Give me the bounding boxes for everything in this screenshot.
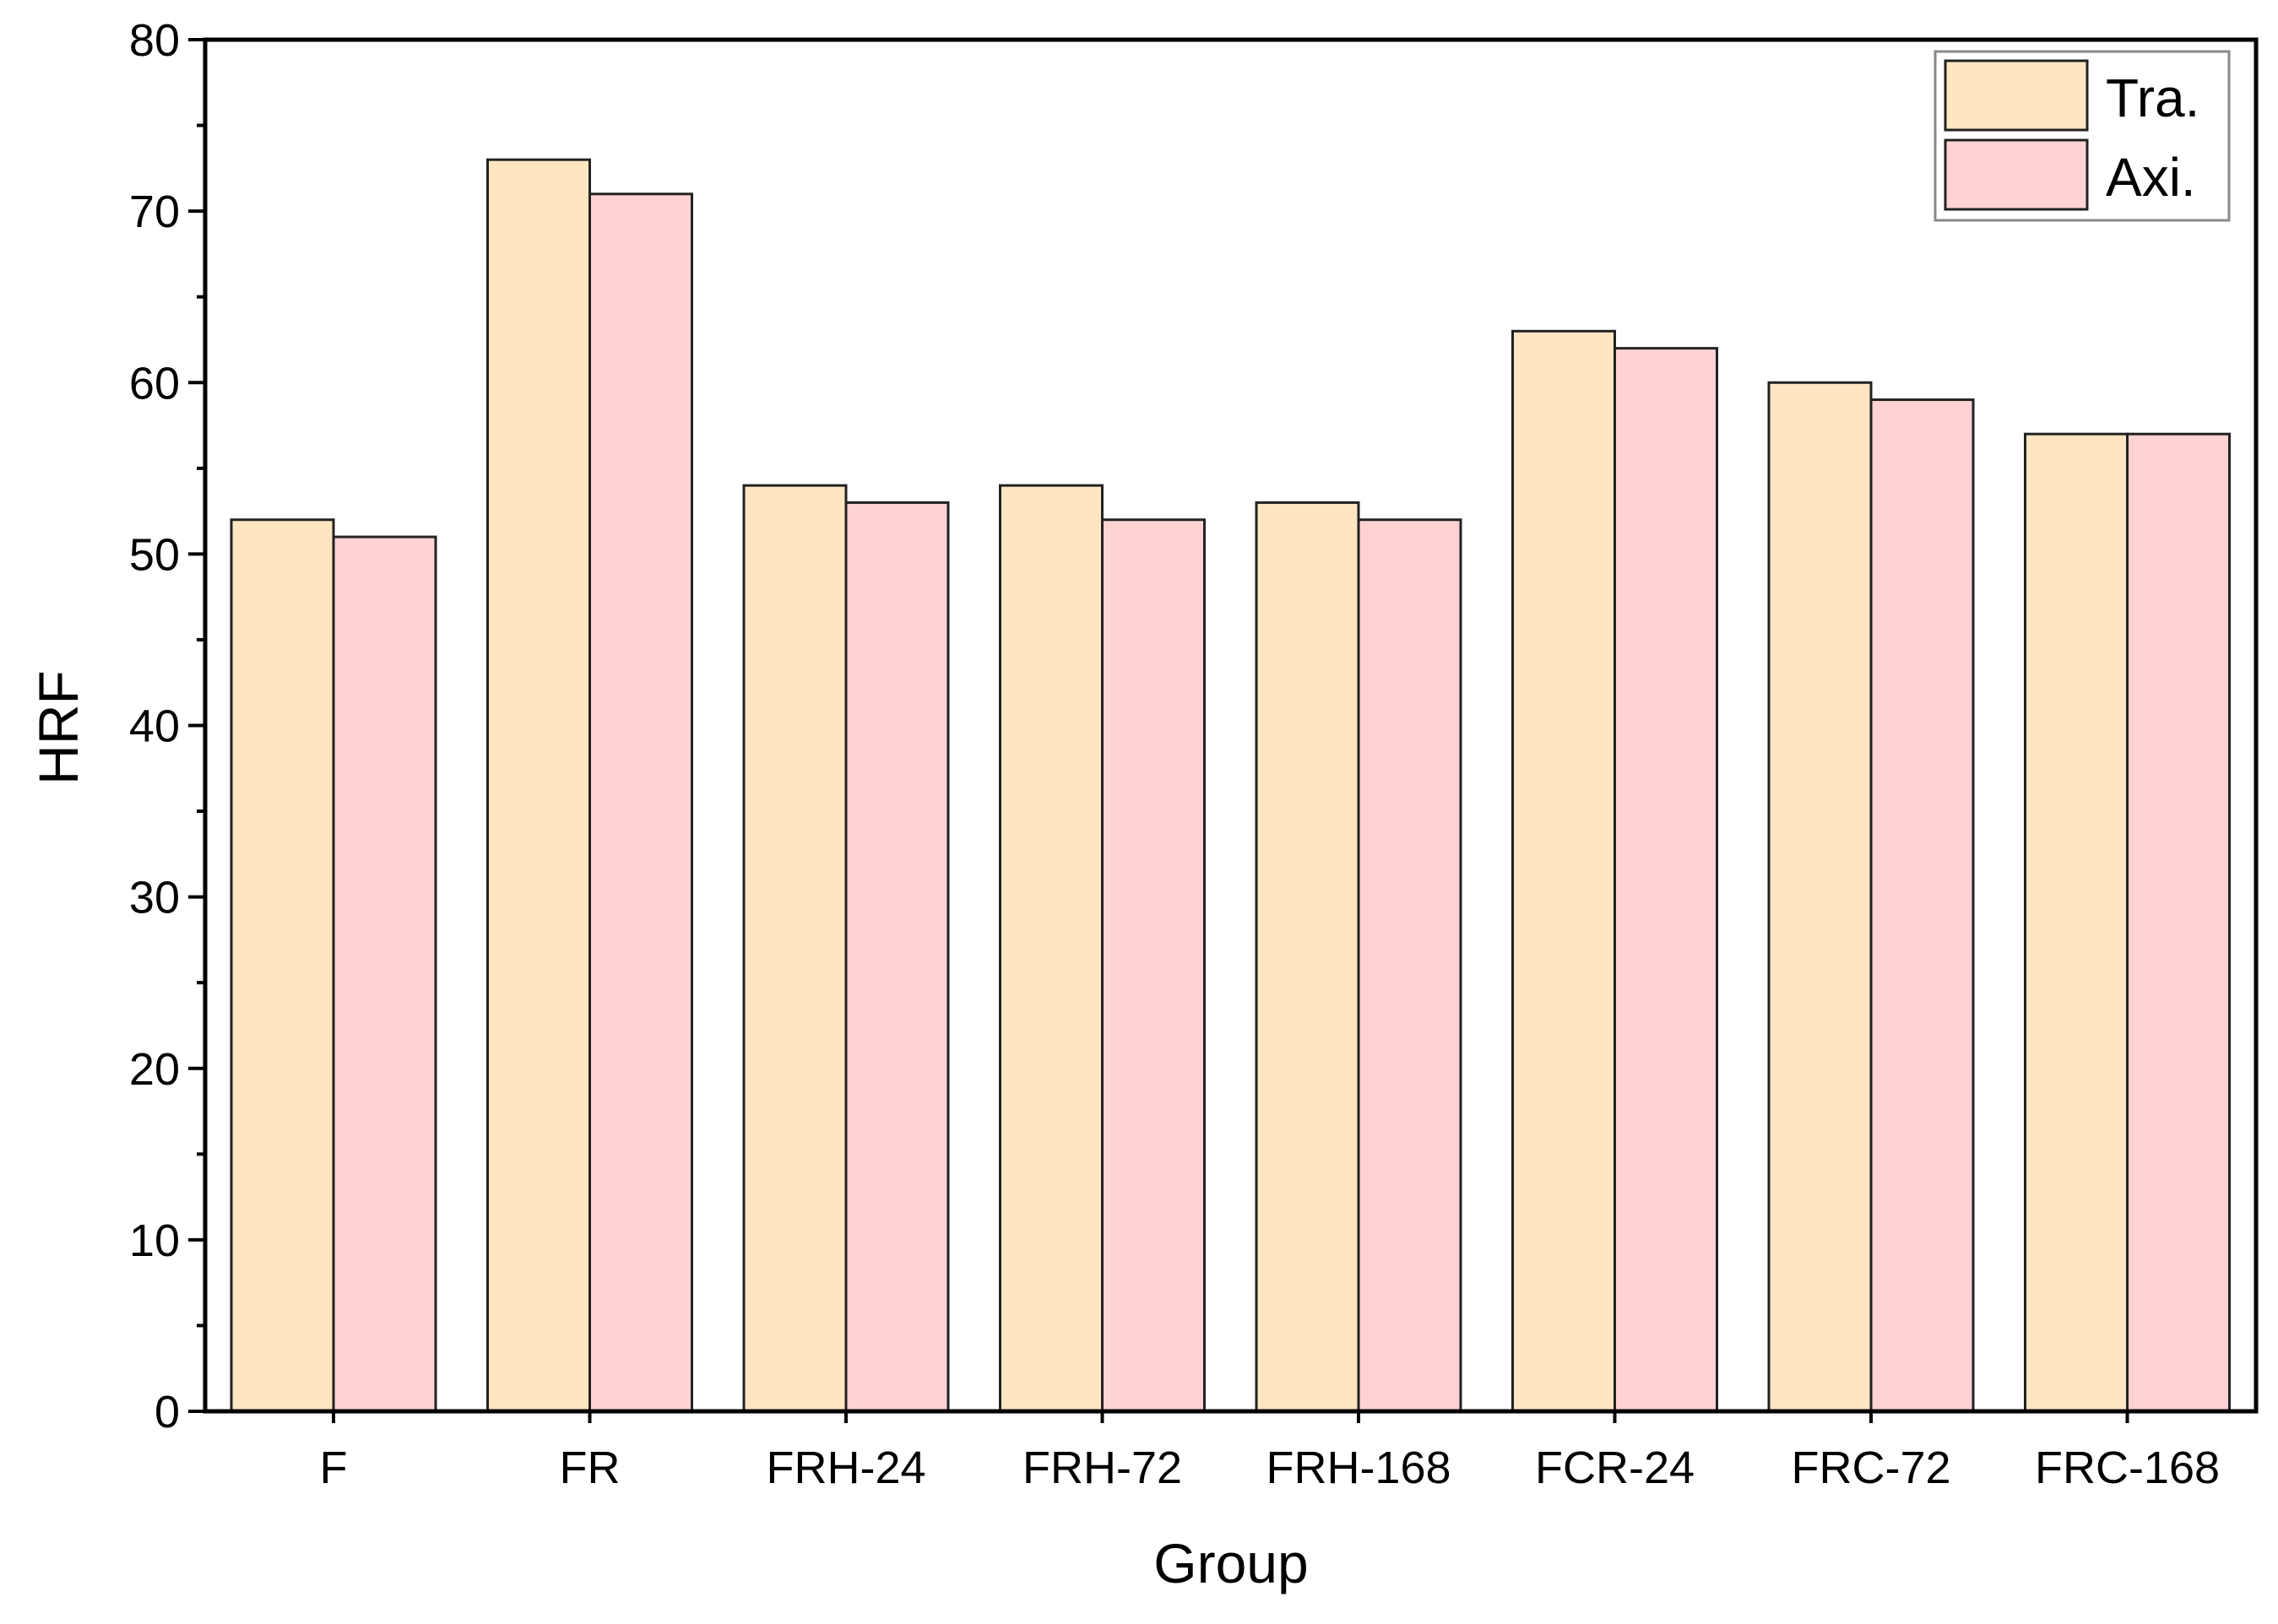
- y-tick-label: 70: [129, 187, 180, 237]
- bar-tra-frh-72: [999, 484, 1104, 1413]
- x-tick-label: FRC-168: [2035, 1443, 2220, 1493]
- y-tick-label: 40: [129, 701, 180, 752]
- bar-axi-fr: [588, 192, 693, 1413]
- y-tick-label: 30: [129, 873, 180, 923]
- legend-label-tra: Tra.: [2106, 68, 2199, 128]
- bar-tra-frh-168: [1255, 501, 1360, 1413]
- bar-tra-frc-168: [2024, 432, 2129, 1413]
- x-tick-label: FRH-24: [766, 1443, 925, 1493]
- bar-tra-frc-72: [1767, 381, 1873, 1413]
- bar-axi-f: [332, 535, 437, 1413]
- bar-tra-frh-24: [742, 484, 848, 1413]
- y-axis-label: HRF: [27, 670, 89, 785]
- legend-label-axi: Axi.: [2106, 147, 2196, 208]
- x-tick-label: FR: [560, 1443, 621, 1493]
- x-tick-label: FRH-168: [1266, 1443, 1451, 1493]
- bar-axi-frc-72: [1869, 398, 1975, 1413]
- axes-layer: F FR FRH-24 FRH-72 FRH-168 FCR-24 FRC-72 FRC-16…: [129, 15, 2259, 1493]
- bar-axi-fcr-24: [1614, 347, 1718, 1413]
- x-tick-label: F: [320, 1443, 348, 1493]
- y-tick-label: 10: [129, 1215, 180, 1266]
- x-tick-label: FRH-72: [1022, 1443, 1182, 1493]
- bar-tra-fr: [486, 158, 591, 1413]
- bar-axi-frh-72: [1101, 518, 1206, 1413]
- bar-tra-fcr-24: [1511, 329, 1616, 1413]
- x-tick-label: FRC-72: [1791, 1443, 1950, 1493]
- bar-axi-frc-168: [2126, 432, 2231, 1413]
- y-tick-label: 20: [129, 1044, 180, 1095]
- bar-axi-frh-168: [1357, 518, 1462, 1413]
- bar-axi-frh-24: [844, 501, 950, 1413]
- bar-tra-f: [230, 518, 335, 1413]
- bars-layer: [230, 158, 2231, 1413]
- x-tick-label: FCR-24: [1535, 1443, 1695, 1493]
- x-axis-label: Group: [1153, 1532, 1308, 1594]
- legend-swatch-tra: [1944, 59, 2089, 132]
- y-tick-label: 50: [129, 529, 180, 580]
- y-tick-label: 0: [155, 1387, 180, 1437]
- legend: Tra. Axi.: [1934, 50, 2231, 222]
- y-tick-label: 80: [129, 15, 180, 66]
- y-tick-label: 60: [129, 358, 180, 409]
- legend-swatch-axi: [1944, 138, 2089, 211]
